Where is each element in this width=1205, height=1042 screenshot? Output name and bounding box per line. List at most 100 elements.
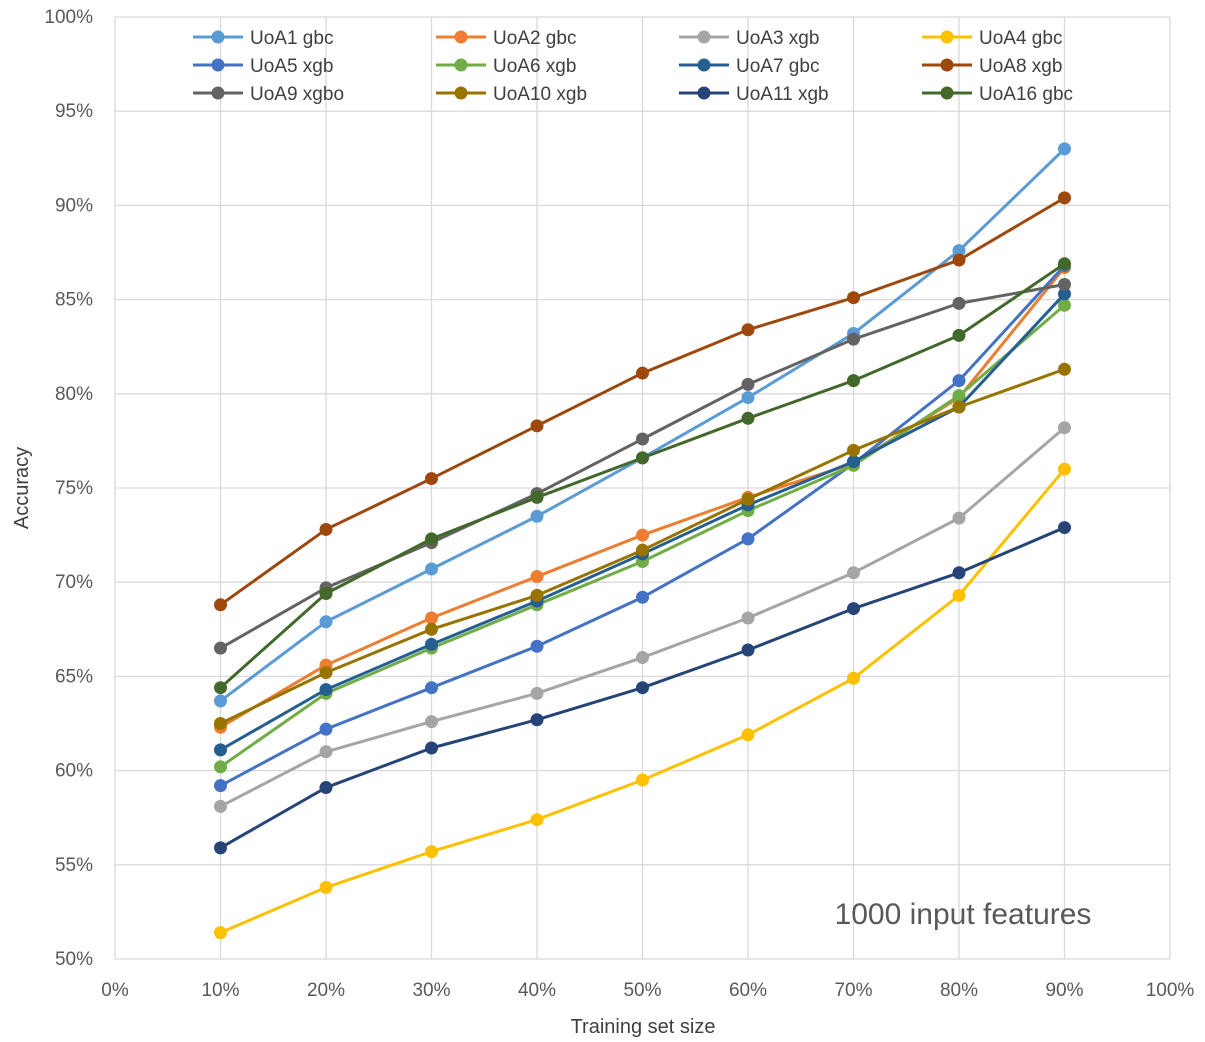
legend-item: UoA6 xgb [436,56,576,77]
legend-item: UoA3 xgb [679,28,819,49]
data-point [741,323,755,337]
data-point [741,411,755,425]
data-point [1058,421,1071,435]
legend-marker [697,58,711,72]
legend-item: UoA8 xgb [922,56,1062,77]
data-point [214,779,227,793]
legend-marker [211,30,225,44]
legend-marker [940,58,954,72]
x-tick-label: 60% [729,980,767,1001]
y-tick-label: 65% [55,666,93,687]
data-point [214,717,227,730]
x-tick-label: 100% [1146,980,1195,1001]
data-point [214,760,227,774]
series-group [214,521,1071,855]
data-point [214,694,227,708]
data-point [636,432,649,446]
data-point [847,671,860,685]
data-point [530,419,544,433]
legend-item: UoA7 gbc [679,56,819,77]
data-point [636,651,649,665]
x-tick-label: 40% [518,980,556,1001]
y-axis-title: Accuracy [11,447,33,529]
legend-marker [940,30,954,44]
data-point [530,639,544,653]
data-point [214,799,227,813]
data-point [847,566,860,580]
data-point [530,713,544,727]
data-point [952,566,966,580]
data-point [636,681,649,695]
x-tick-label: 20% [307,980,345,1001]
data-point [636,773,649,787]
legend-label: UoA4 gbc [979,28,1062,49]
chart-annotation: 1000 input features [835,898,1092,931]
data-point [1058,278,1071,292]
legend-item: UoA1 gbc [193,28,333,49]
data-point [952,296,966,310]
series-lines [214,142,1071,940]
data-point [425,622,438,636]
data-point [319,745,333,759]
data-point [636,528,649,542]
data-point [952,400,966,414]
legend: UoA1 gbc UoA2 gbc UoA3 xgb UoA4 gbc UoA5 xgb… [193,28,1073,105]
data-point [1058,287,1071,301]
data-point [425,472,438,486]
data-point [741,492,755,506]
legend-item: UoA16 gbc [922,84,1073,105]
data-point [319,522,333,536]
data-point [214,841,227,855]
series-group [214,462,1071,940]
data-point [952,244,966,258]
y-tick-label: 60% [55,761,93,782]
legend-label: UoA10 xgb [493,84,587,105]
data-point [319,666,333,680]
y-axis-ticks: 50% 55% 60% 65% 70% 75% 80% 85% 90% 95% 100% [44,7,93,970]
data-point [319,722,333,736]
data-point [530,588,544,602]
legend-item: UoA2 gbc [436,28,576,49]
y-tick-label: 100% [44,7,93,28]
legend-marker [211,86,225,100]
x-tick-label: 70% [834,980,872,1001]
data-point [741,377,755,391]
data-point [214,641,227,655]
data-point [847,455,860,469]
data-point [847,374,860,388]
legend-item: UoA4 gbc [922,28,1062,49]
data-point [847,332,860,346]
legend-label: UoA5 xgb [250,56,333,77]
series-group [214,421,1071,813]
data-point [1058,191,1071,205]
legend-marker [454,86,468,100]
data-point [741,643,755,657]
data-point [1058,142,1071,156]
data-point [530,570,544,584]
data-point [636,366,649,380]
data-point [636,590,649,604]
data-point [1058,257,1071,271]
legend-label: UoA6 xgb [493,56,576,77]
data-point [214,743,227,757]
series-group [214,257,1071,695]
data-point [847,443,860,457]
x-tick-label: 0% [101,980,129,1001]
data-point [425,715,438,729]
x-axis-title: Training set size [571,1016,716,1038]
data-point [214,598,227,612]
data-point [530,490,544,504]
legend-item: UoA5 xgb [193,56,333,77]
data-point [425,681,438,695]
data-point [1058,362,1071,376]
legend-label: UoA7 gbc [736,56,819,77]
legend-label: UoA1 gbc [250,28,333,49]
series-group [214,191,1071,612]
data-point [425,562,438,576]
data-point [1058,462,1071,476]
data-point [636,451,649,465]
data-point [425,637,438,651]
y-tick-label: 80% [55,384,93,405]
data-point [952,374,966,388]
legend-marker [454,58,468,72]
